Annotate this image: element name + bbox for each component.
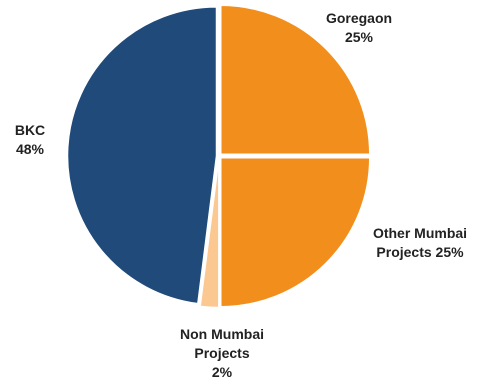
slice-value-label: 2% [212, 364, 233, 380]
pie-slice [66, 6, 218, 305]
slice-value-label: 25% [345, 29, 374, 45]
slice-label-text: Non Mumbai [180, 326, 264, 342]
slice-label: Goregaon 25% [326, 10, 392, 45]
pie-labels: Goregaon 25% Other Mumbai Projects 25% Non M… [15, 10, 467, 380]
pie-slice [220, 4, 371, 155]
pie-slice [199, 158, 220, 309]
pie-slice [220, 157, 371, 308]
slice-label: BKC 48% [15, 122, 45, 157]
slice-label-text: Other Mumbai [373, 225, 467, 241]
slice-label-text: Projects [194, 345, 249, 361]
slice-label-text: Projects 25% [376, 244, 464, 260]
slice-label: Other Mumbai Projects 25% [373, 225, 467, 260]
pie-slices [66, 4, 371, 309]
slice-label-text: BKC [15, 122, 45, 138]
slice-value-label: 48% [16, 141, 45, 157]
slice-label-text: Goregaon [326, 10, 392, 26]
slice-label: Non Mumbai Projects 2% [180, 326, 264, 380]
